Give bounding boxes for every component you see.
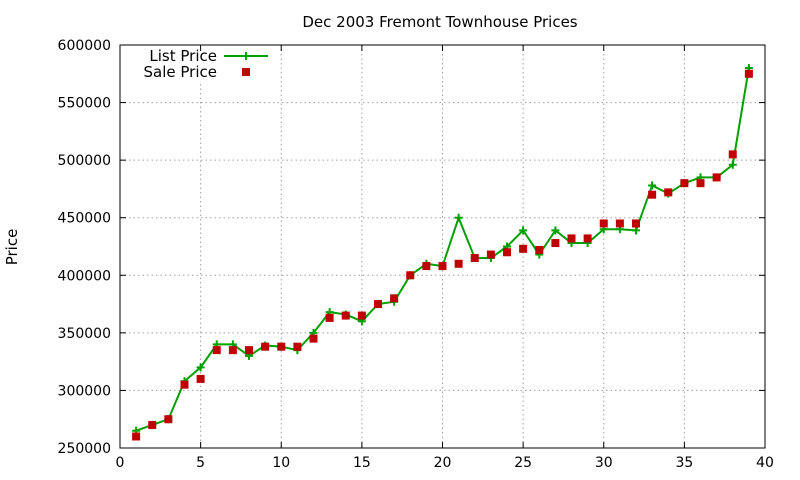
sale-price-point (180, 380, 189, 389)
x-tick-label: 35 (675, 455, 693, 471)
x-tick-label: 20 (434, 455, 452, 471)
legend-square-sample (242, 68, 250, 76)
sale-price-point (422, 262, 431, 271)
sale-price-point (567, 234, 576, 243)
sale-price-point (374, 300, 382, 309)
sale-price-point (228, 346, 237, 355)
sale-price-point (680, 179, 689, 188)
sale-price-point (164, 415, 173, 424)
sale-price-point (341, 311, 350, 320)
sale-price-point (196, 374, 205, 383)
sale-price-point (648, 190, 657, 199)
sale-price-point (615, 219, 624, 228)
sale-price-point (583, 234, 592, 243)
sale-price-point (551, 239, 560, 248)
y-tick-label: 500000 (58, 153, 111, 169)
sale-price-point (696, 179, 705, 188)
sale-price-point (728, 150, 737, 159)
sale-price-point (309, 334, 318, 343)
sale-price-point (519, 244, 528, 253)
sale-price-point (357, 311, 366, 320)
y-tick-label: 450000 (58, 211, 111, 227)
sale-price-point (599, 219, 608, 228)
list-price-point (632, 226, 640, 235)
list-price-point (551, 226, 560, 235)
list-price-point (196, 363, 205, 372)
sale-price-point (261, 342, 270, 351)
x-tick-label: 30 (595, 455, 613, 471)
y-tick-label: 550000 (58, 96, 111, 112)
x-tick-label: 10 (272, 455, 290, 471)
sale-price-point (632, 219, 640, 228)
sale-price-point (744, 69, 753, 78)
sale-price-point (486, 250, 495, 259)
y-axis-title: Price (3, 229, 21, 266)
sale-price-point (148, 420, 157, 429)
y-tick-label: 250000 (58, 441, 111, 457)
sale-price-point (212, 346, 221, 355)
x-tick-label: 15 (353, 455, 371, 471)
y-tick-label: 600000 (58, 38, 111, 54)
sale-price-point (454, 259, 463, 268)
x-tick-label: 25 (514, 455, 532, 471)
sale-price-point (406, 271, 415, 280)
chart-title: Dec 2003 Fremont Townhouse Prices (302, 13, 577, 31)
legend-label: List Price (149, 47, 217, 65)
x-tick-label: 40 (756, 455, 774, 471)
sale-price-point (503, 248, 511, 257)
y-tick-label: 400000 (58, 268, 111, 284)
x-tick-label: 0 (116, 455, 125, 471)
sale-price-point (325, 313, 334, 322)
sale-price-point (438, 262, 447, 271)
y-tick-label: 300000 (58, 383, 111, 399)
list-price-point (454, 213, 463, 222)
y-tick-label: 350000 (58, 326, 111, 342)
sale-price-point (470, 254, 479, 263)
sale-price-point (132, 432, 141, 441)
list-price-point (519, 226, 528, 235)
legend-label: Sale Price (144, 63, 217, 81)
sale-price-point (293, 342, 302, 351)
legend-entry: Sale Price (144, 63, 250, 81)
sale-price-point (664, 188, 673, 197)
x-tick-label: 5 (196, 455, 205, 471)
legend-entry: List Price (149, 47, 268, 65)
axis-ticks: 0 5 10 15 20 25 30 35 40 250000 300000 350000 400000… (58, 38, 774, 471)
sale-price-point (535, 245, 544, 254)
list-price-point (728, 160, 737, 169)
sale-price-point (245, 346, 253, 355)
series-sale-price (132, 69, 753, 441)
grid-lines (120, 45, 765, 448)
list-price-point (648, 181, 657, 190)
series-layer (132, 64, 753, 441)
sale-price-point (277, 342, 286, 351)
sale-price-point (712, 173, 721, 182)
legend-plus-sample (242, 52, 250, 60)
sale-price-point (390, 294, 399, 303)
